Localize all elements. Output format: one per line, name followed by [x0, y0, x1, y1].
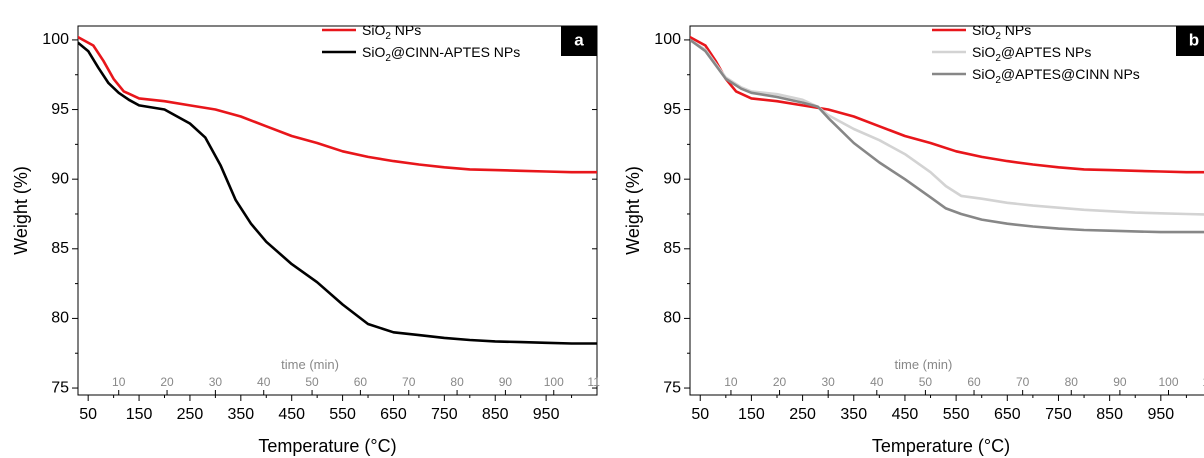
time-tick-label: 110 — [587, 375, 600, 389]
time-tick-label: 110 — [1202, 375, 1204, 389]
y-tick-label: 80 — [51, 310, 69, 327]
time-tick-label: 90 — [1113, 375, 1127, 389]
legend-entry: SiO2 NPs — [362, 22, 421, 42]
x-tick-label: 250 — [789, 406, 816, 423]
time-tick-label: 40 — [257, 375, 271, 389]
panel-label-box — [561, 26, 597, 56]
time-tick-label: 30 — [209, 375, 223, 389]
y-tick-label: 100 — [654, 31, 681, 48]
time-tick-label: 100 — [1158, 375, 1178, 389]
x-tick-label: 350 — [227, 406, 254, 423]
x-tick-label: 750 — [1045, 406, 1072, 423]
y-tick-label: 95 — [663, 101, 681, 118]
x-axis-title: Temperature (°C) — [258, 436, 396, 456]
y-tick-label: 75 — [663, 379, 681, 396]
chart-panel-a: 75 80 85 90 95 100 50 150 250 350 450 550 650 750 850 9… — [11, 22, 600, 456]
time-axis-title: time (min) — [281, 357, 339, 372]
time-tick-label: 80 — [1065, 375, 1079, 389]
chart-panel-b: 75 80 85 90 95 100 50 150 250 350 450 550 650 750 850 9… — [623, 22, 1204, 456]
time-tick-label: 60 — [967, 375, 981, 389]
x-tick-label: 650 — [994, 406, 1021, 423]
x-tick-label: 50 — [691, 406, 709, 423]
y-tick-label: 100 — [42, 31, 69, 48]
x-tick-label: 150 — [738, 406, 765, 423]
y-tick-label: 90 — [663, 170, 681, 187]
legend-entry: SiO2@CINN-APTES NPs — [362, 44, 520, 64]
y-tick-label: 85 — [663, 240, 681, 257]
x-tick-label: 250 — [177, 406, 204, 423]
x-tick-label: 450 — [278, 406, 305, 423]
time-tick-label: 70 — [402, 375, 416, 389]
x-tick-label: 50 — [79, 406, 97, 423]
panel-label: a — [574, 30, 584, 49]
time-tick-label: 50 — [919, 375, 933, 389]
legend-entry: SiO2@APTES@CINN NPs — [972, 66, 1140, 86]
y-tick-label: 90 — [51, 170, 69, 187]
x-tick-label: 850 — [482, 406, 509, 423]
x-tick-label: 850 — [1096, 406, 1123, 423]
time-tick-label: 20 — [160, 375, 174, 389]
panel-label: b — [1189, 30, 1199, 49]
x-tick-label: 550 — [329, 406, 356, 423]
x-tick-label: 450 — [892, 406, 919, 423]
time-tick-label: 80 — [450, 375, 464, 389]
legend-entry: SiO2 NPs — [972, 22, 1031, 42]
time-axis-title: time (min) — [895, 357, 953, 372]
y-axis-title: Weight (%) — [11, 166, 31, 255]
x-axis-title: Temperature (°C) — [872, 436, 1010, 456]
time-tick-label: 70 — [1016, 375, 1030, 389]
series-line-3 — [690, 38, 1204, 234]
x-tick-label: 550 — [943, 406, 970, 423]
x-tick-label: 750 — [431, 406, 458, 423]
series-line-2 — [78, 41, 597, 345]
series-line-1 — [78, 35, 597, 174]
y-tick-label: 85 — [51, 240, 69, 257]
x-tick-label: 150 — [126, 406, 153, 423]
time-tick-label: 100 — [544, 375, 564, 389]
series-line-1 — [690, 35, 1204, 174]
time-tick-label: 10 — [724, 375, 738, 389]
time-tick-label: 40 — [870, 375, 884, 389]
time-tick-label: 60 — [354, 375, 368, 389]
y-tick-label: 80 — [663, 310, 681, 327]
time-tick-label: 10 — [112, 375, 126, 389]
plot-frame — [689, 25, 1204, 396]
panel-label-box — [1176, 26, 1204, 56]
time-tick-label: 90 — [499, 375, 513, 389]
x-tick-label: 650 — [380, 406, 407, 423]
y-tick-label: 95 — [51, 101, 69, 118]
plot-frame — [77, 25, 598, 396]
legend-entry: SiO2@APTES NPs — [972, 44, 1091, 64]
x-tick-label: 350 — [840, 406, 867, 423]
y-axis-title: Weight (%) — [623, 166, 643, 255]
y-tick-label: 75 — [51, 379, 69, 396]
time-tick-label: 20 — [773, 375, 787, 389]
x-tick-label: 950 — [533, 406, 560, 423]
time-tick-label: 50 — [305, 375, 319, 389]
time-tick-label: 30 — [821, 375, 835, 389]
x-tick-label: 950 — [1147, 406, 1174, 423]
